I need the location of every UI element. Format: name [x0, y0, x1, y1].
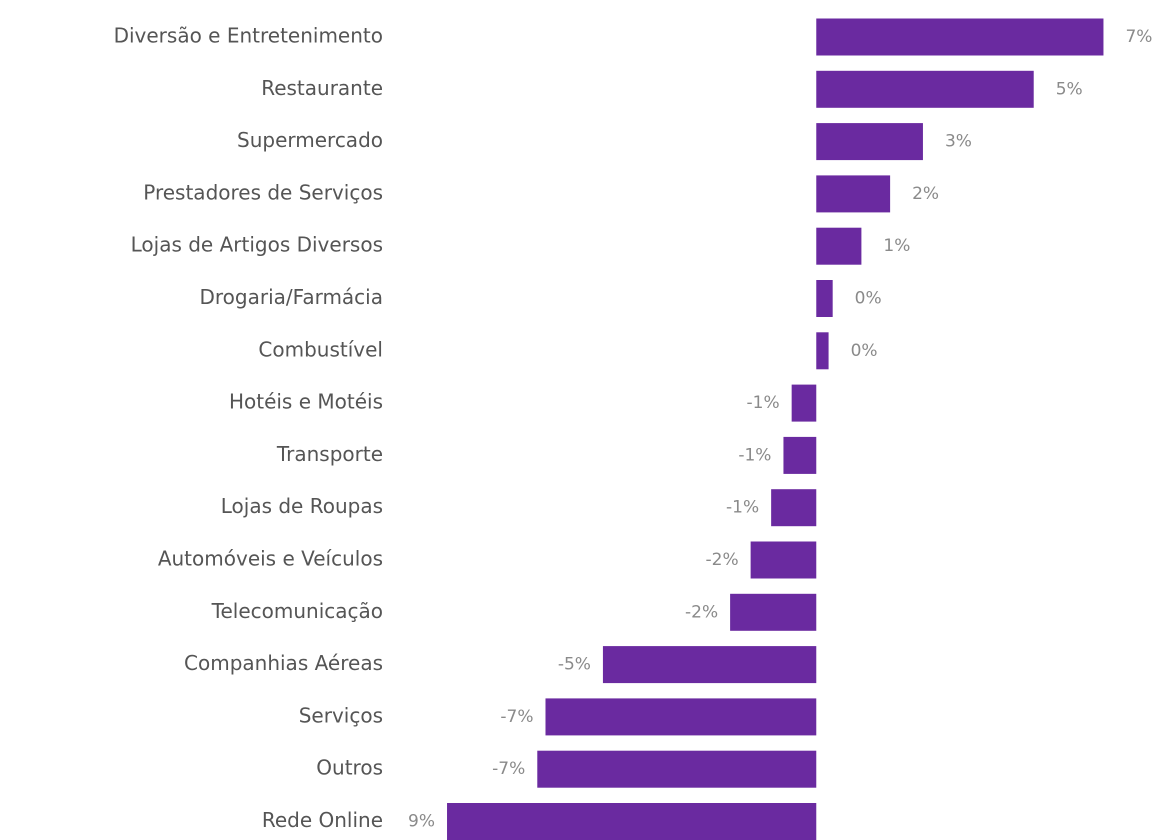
value-label: -1% — [738, 445, 771, 465]
category-label: Transporte — [276, 442, 383, 466]
bar — [783, 436, 817, 474]
category-label: Prestadores de Serviços — [143, 180, 383, 204]
value-label: 5% — [1056, 79, 1083, 99]
value-label: 0% — [855, 289, 882, 309]
bar — [816, 227, 862, 265]
bar — [791, 384, 817, 422]
category-label: Lojas de Artigos Diversos — [131, 233, 383, 257]
bar — [816, 175, 891, 213]
category-label: Serviços — [299, 703, 383, 727]
value-label: -2% — [706, 550, 739, 570]
category-label: Companhias Aéreas — [184, 651, 383, 675]
value-label: 9% — [408, 812, 435, 832]
category-label: Combustível — [258, 337, 383, 361]
value-label: -1% — [747, 393, 780, 413]
value-label: -2% — [685, 602, 718, 622]
value-label: -1% — [726, 498, 759, 518]
bar — [816, 332, 829, 370]
category-label: Diversão e Entretenimento — [114, 24, 383, 48]
bar — [750, 541, 817, 579]
bar — [816, 280, 833, 317]
category-label: Supermercado — [237, 128, 383, 152]
value-label: 0% — [851, 341, 878, 361]
bar — [545, 698, 817, 736]
category-label: Rede Online — [262, 808, 383, 832]
value-label: 1% — [883, 236, 910, 256]
bar — [537, 750, 817, 788]
value-label: -7% — [500, 707, 533, 727]
bar — [771, 489, 817, 527]
bar — [816, 123, 923, 161]
value-label: 2% — [912, 184, 939, 204]
bar — [730, 593, 817, 631]
category-label: Hotéis e Motéis — [229, 390, 383, 414]
value-label: -7% — [492, 759, 525, 779]
value-label: -5% — [558, 655, 591, 675]
bar — [602, 646, 817, 684]
category-label: Telecomunicação — [211, 599, 383, 623]
bar — [447, 803, 817, 840]
value-label: 3% — [945, 132, 972, 152]
bar — [816, 18, 1104, 56]
category-label: Drogaria/Farmácia — [200, 285, 384, 309]
value-label: 7% — [1125, 27, 1152, 47]
category-label: Restaurante — [261, 76, 383, 100]
category-label: Lojas de Roupas — [221, 494, 383, 518]
bar — [816, 70, 1034, 108]
category-label: Outros — [316, 756, 383, 780]
category-label: Automóveis e Veículos — [158, 547, 383, 571]
